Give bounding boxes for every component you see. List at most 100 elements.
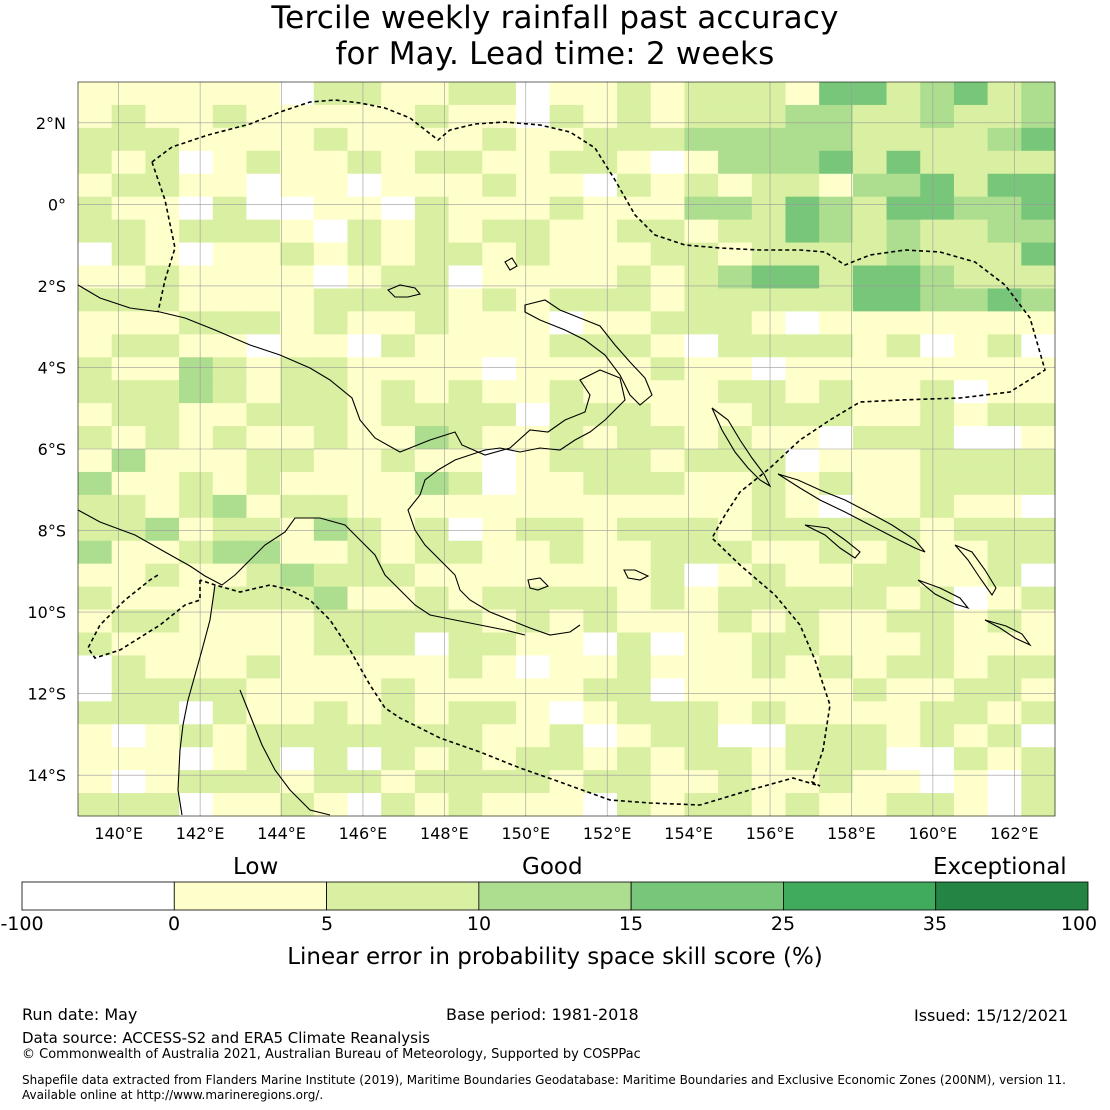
grid-cell	[482, 655, 517, 679]
grid-cell	[347, 380, 382, 404]
grid-cell	[515, 196, 551, 221]
grid-cell	[246, 219, 281, 244]
grid-cell	[852, 403, 888, 427]
grid-cell	[684, 127, 719, 152]
grid-cell	[650, 288, 685, 312]
grid-cell	[583, 747, 618, 771]
grid-cell	[313, 426, 349, 450]
grid-cell	[549, 540, 584, 565]
grid-cell	[381, 540, 416, 565]
grid-cell	[852, 380, 888, 404]
lat-tick-label: 12°S	[27, 685, 66, 704]
grid-cell	[819, 655, 854, 679]
grid-cell	[179, 311, 214, 335]
grid-cell	[1021, 311, 1056, 335]
grid-cell	[785, 403, 820, 427]
grid-cell	[313, 655, 349, 679]
grid-cell	[852, 104, 888, 129]
grid-cell	[785, 150, 820, 175]
lat-tick-label: 2°N	[36, 114, 66, 133]
grid-cell	[684, 242, 719, 266]
grid-cell	[819, 265, 854, 289]
grid-cell	[515, 701, 551, 725]
grid-cell	[953, 586, 989, 611]
coastline-york-peninsula	[177, 584, 331, 816]
grid-cell	[953, 770, 989, 794]
grid-cell	[785, 380, 820, 404]
grid-cell	[650, 334, 685, 358]
grid-cell	[920, 494, 955, 519]
grid-cell	[650, 471, 685, 496]
grid-cell	[718, 403, 753, 427]
grid-cell	[920, 747, 955, 771]
base-period: Base period: 1981-2018	[446, 1005, 639, 1024]
grid-cell	[987, 563, 1022, 588]
grid-cell	[886, 724, 921, 748]
grid-cell	[886, 196, 921, 221]
grid-cell	[650, 494, 685, 519]
grid-cell	[78, 655, 113, 679]
grid-cell	[920, 334, 955, 358]
grid-cell	[1021, 586, 1056, 611]
lat-tick-label: 2°S	[38, 277, 66, 296]
grid-cell	[78, 632, 113, 656]
grid-cell	[145, 196, 180, 221]
grid-cell	[650, 793, 685, 817]
grid-cell	[920, 288, 955, 312]
grid-cell	[179, 104, 214, 129]
grid-cell	[751, 426, 786, 450]
grid-cell	[246, 173, 281, 198]
grid-cell	[819, 242, 854, 266]
grid-cell	[549, 563, 584, 588]
grid-cell	[583, 196, 618, 221]
grid-cell	[482, 311, 517, 335]
grid-cell	[617, 655, 652, 679]
grid-cell	[246, 426, 281, 450]
grid-cell	[448, 632, 483, 656]
grid-cell	[78, 586, 113, 611]
grid-cell	[515, 311, 551, 335]
grid-cell	[111, 793, 146, 817]
grid-cell	[920, 219, 955, 244]
grid-cell	[684, 265, 719, 289]
grid-cell	[179, 82, 214, 106]
lon-tick-label: 144°E	[257, 824, 306, 843]
grid-cell	[246, 586, 281, 611]
grid-cell	[953, 104, 989, 129]
grid-cell	[617, 449, 652, 473]
title-line-1: Tercile weekly rainfall past accuracy	[271, 0, 839, 36]
grid-cell	[78, 380, 113, 404]
grid-cell	[650, 127, 685, 152]
eez-boundaries	[87, 99, 1046, 806]
grid-cell	[347, 563, 382, 588]
grid-cell	[718, 196, 753, 221]
grid-cell	[987, 517, 1022, 542]
grid-cell	[482, 242, 517, 266]
grid-cell	[650, 655, 685, 679]
grid-cell	[583, 494, 618, 519]
grid-cell	[414, 334, 450, 358]
grid-cell	[785, 494, 820, 519]
grid-cell	[617, 701, 652, 725]
grid-cell	[145, 494, 180, 519]
grid-cell	[381, 747, 416, 771]
grid-cell	[515, 678, 551, 702]
grid-cell	[78, 265, 113, 289]
grid-cell	[920, 540, 955, 565]
grid-cell	[414, 724, 450, 748]
grid-cell	[280, 104, 315, 129]
grid-cell	[785, 196, 820, 221]
grid-cell	[718, 150, 753, 175]
grid-cell	[448, 104, 483, 129]
grid-cell	[212, 426, 247, 450]
grid-cell	[1021, 380, 1056, 404]
grid-cell	[549, 724, 584, 748]
grid-cell	[414, 770, 450, 794]
grid-cell	[145, 632, 180, 656]
grid-cell	[179, 334, 214, 358]
grid-cell	[381, 655, 416, 679]
grid-cell	[381, 678, 416, 702]
grid-cell	[515, 770, 551, 794]
grid-cell	[953, 334, 989, 358]
grid-cell	[953, 724, 989, 748]
